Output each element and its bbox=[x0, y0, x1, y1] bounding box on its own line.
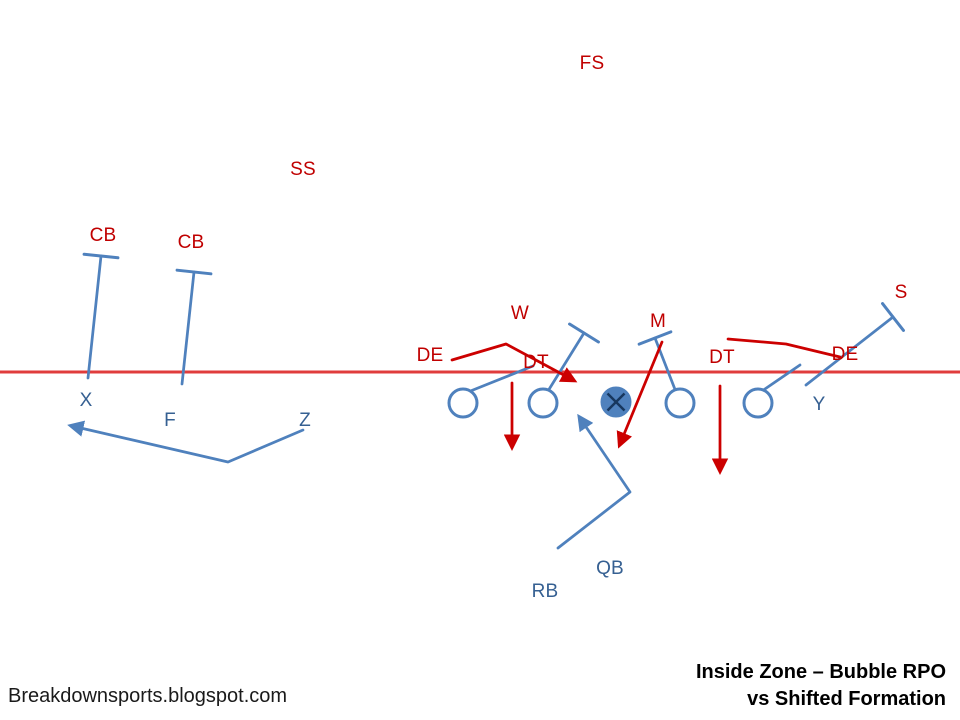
lineman-circle bbox=[447, 387, 479, 419]
label-f: F bbox=[164, 410, 176, 431]
label-cb-left: CB bbox=[89, 225, 117, 246]
label-fs: FS bbox=[579, 53, 605, 74]
label-s: S bbox=[894, 282, 908, 303]
watermark-text: Breakdownsports.blogspot.com bbox=[8, 685, 288, 707]
path-lg-block-w bbox=[546, 331, 586, 393]
path-de-right-path bbox=[726, 337, 842, 359]
label-x: X bbox=[79, 390, 93, 411]
label-dt-right: DT bbox=[709, 347, 735, 368]
play-title: Inside Zone – Bubble RPO vs Shifted Form… bbox=[696, 659, 946, 713]
path-lt-block bbox=[466, 364, 535, 394]
label-m: M bbox=[649, 311, 667, 332]
block-cap-lg-block-w bbox=[568, 322, 600, 344]
path-de-left-crash bbox=[450, 342, 578, 383]
label-ss: SS bbox=[290, 159, 316, 180]
lineman-circle bbox=[527, 387, 559, 419]
center-circle bbox=[600, 386, 632, 418]
block-cap-rg-block-m bbox=[637, 330, 673, 346]
label-de-left: DE bbox=[416, 345, 444, 366]
play-title-line1: Inside Zone – Bubble RPO bbox=[695, 661, 946, 683]
label-z: Z bbox=[299, 410, 311, 431]
path-m-fill bbox=[616, 340, 664, 449]
block-cap-x-block-cb bbox=[82, 252, 120, 260]
label-y: Y bbox=[812, 394, 826, 415]
label-w: W bbox=[510, 303, 530, 324]
path-y-block-s bbox=[804, 315, 895, 387]
path-rt-release bbox=[760, 363, 802, 393]
block-cap-f-block-cb bbox=[175, 268, 213, 276]
path-z-bubble-route bbox=[67, 420, 305, 464]
label-qb: QB bbox=[596, 558, 624, 579]
label-rb: RB bbox=[531, 581, 559, 602]
label-de-right: DE bbox=[831, 344, 859, 365]
path-x-block-cb bbox=[86, 254, 103, 380]
lineman-circle bbox=[664, 387, 696, 419]
path-f-block-cb bbox=[180, 270, 196, 386]
block-cap-y-block-s bbox=[881, 302, 905, 332]
label-cb-slot: CB bbox=[177, 232, 205, 253]
play-title-line2: vs Shifted Formation bbox=[747, 688, 946, 710]
lineman-circle bbox=[742, 387, 774, 419]
label-dt-left: DT bbox=[523, 352, 549, 373]
path-rb-inside-zone bbox=[556, 413, 632, 550]
